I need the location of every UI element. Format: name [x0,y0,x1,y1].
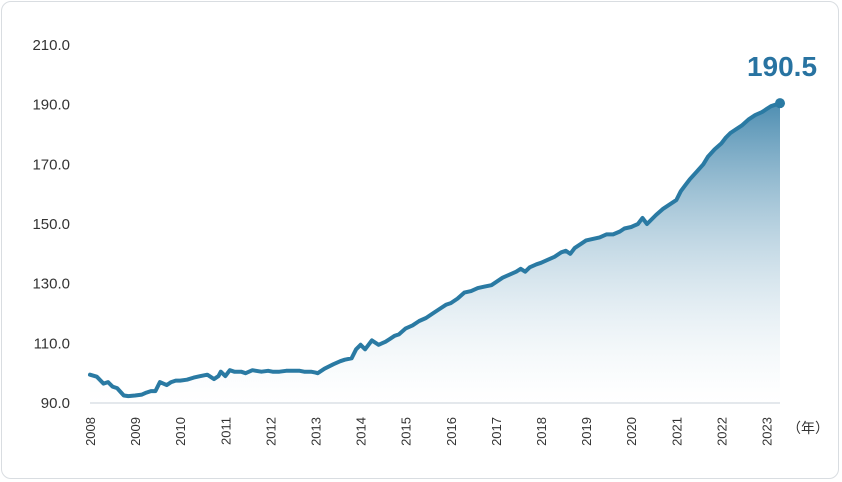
y-tick-label: 170.0 [32,156,70,173]
latest-point-marker [775,98,785,109]
series-area-fill [90,103,780,403]
y-tick-label: 90.0 [41,395,70,412]
x-tick-label: 2009 [128,417,143,446]
latest-value-label: 190.5 [747,51,817,82]
y-tick-label: 210.0 [32,37,70,54]
x-tick-label: 2008 [83,417,98,446]
y-tick-label: 130.0 [32,276,70,293]
x-tick-label: 2017 [489,417,504,446]
x-tick-label: 2011 [218,417,233,445]
series-line [88,101,782,399]
x-tick-label: 2012 [263,417,278,446]
y-tick-label: 110.0 [34,335,70,352]
x-tick-label: 2014 [354,417,369,446]
y-axis-ticks: 90.0 110.0 130.0 150.0 170.0 190.0 210.0 [32,37,70,412]
x-tick-label: 2016 [444,417,459,446]
y-tick-label: 150.0 [32,216,70,233]
x-axis-ticks: 2008 2009 2010 2011 2012 2013 2014 2015 2016 2017… [83,417,774,446]
x-tick-label: 2023 [759,417,774,446]
x-tick-label: 2022 [714,417,729,446]
x-tick-label: 2013 [308,417,323,446]
x-tick-label: 2010 [173,417,188,446]
x-tick-label: 2019 [579,417,594,446]
x-axis-unit-label: （年） [787,420,829,436]
x-tick-label: 2020 [624,417,639,446]
x-tick-label: 2018 [534,417,549,446]
x-tick-label: 2015 [399,417,414,446]
y-tick-label: 190.0 [32,97,70,114]
x-tick-label: 2021 [669,417,684,446]
